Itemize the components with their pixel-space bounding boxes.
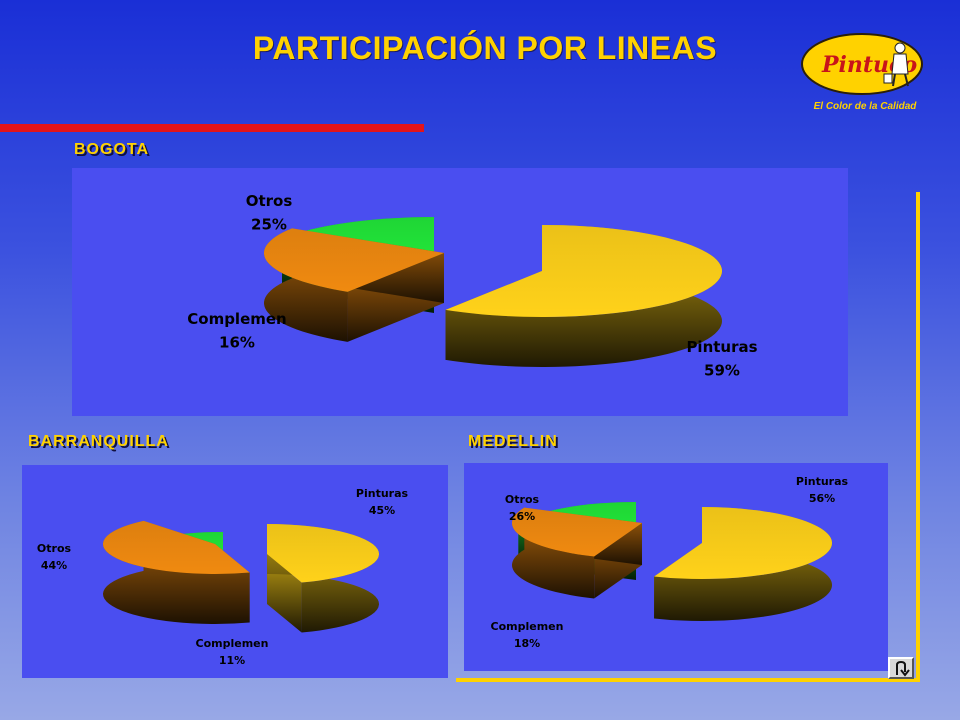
slice-value-pinturas: 45% [369,504,395,517]
slice-label-otros: Otros [505,493,540,506]
slice-label-pinturas: Pinturas [686,338,757,356]
pie-slice-pinturas [267,524,380,633]
pie-chart-barranquilla: Pinturas 45% Otros 44% Complemen 11% [37,487,409,667]
chart-title-barranquilla: BARRANQUILLA [28,433,169,450]
chart-panel-barranquilla: Pinturas 45% Otros 44% Complemen 11% [22,465,448,678]
slice-label-pinturas: Pinturas [796,475,849,488]
slide-title: PARTICIPACIÓN POR LINEAS [252,30,718,66]
slice-value-pinturas: 56% [809,492,835,505]
pie-chart-bogota: Pinturas 59% Otros 25% Complemen 16% [187,192,757,379]
slice-label-otros: Otros [246,192,293,210]
slice-label-complemen: Complemen [196,637,269,650]
frame-line-vertical [916,192,920,682]
chart-title-medellin: MEDELLIN [468,433,558,450]
chart-panel-bogota: Pinturas 59% Otros 25% Complemen 16% [72,168,848,416]
pie-slice-otros [512,507,642,599]
slice-value-otros: 26% [509,510,535,523]
slice-value-complemen: 11% [219,654,245,667]
chart-title-bogota: BOGOTA [74,141,150,158]
brand-logo: Pintuco [800,30,930,120]
brand-tagline: El Color de la Calidad [813,101,917,112]
chart-panel-medellin: Pinturas 56% Otros 26% Complemen 18% [464,463,888,671]
u-turn-arrow-icon [896,660,910,677]
frame-line-horizontal [456,678,920,682]
pie-slice-pinturas [654,507,832,621]
slice-value-pinturas: 59% [704,361,740,379]
pie-slice-otros [103,520,250,624]
pie-slice-otros [263,228,444,342]
slice-label-complemen: Complemen [491,620,564,633]
slice-value-otros: 44% [41,559,67,572]
return-button[interactable] [888,657,914,679]
slice-value-otros: 25% [251,215,287,233]
slice-label-complemen: Complemen [187,310,286,328]
pie-slice-pinturas [445,225,723,367]
slice-value-complemen: 16% [219,333,255,351]
slice-label-pinturas: Pinturas [356,487,409,500]
pie-chart-medellin: Pinturas 56% Otros 26% Complemen 18% [491,475,849,650]
slice-value-complemen: 18% [514,637,540,650]
slice-label-otros: Otros [37,542,72,555]
accent-bar [0,124,424,132]
